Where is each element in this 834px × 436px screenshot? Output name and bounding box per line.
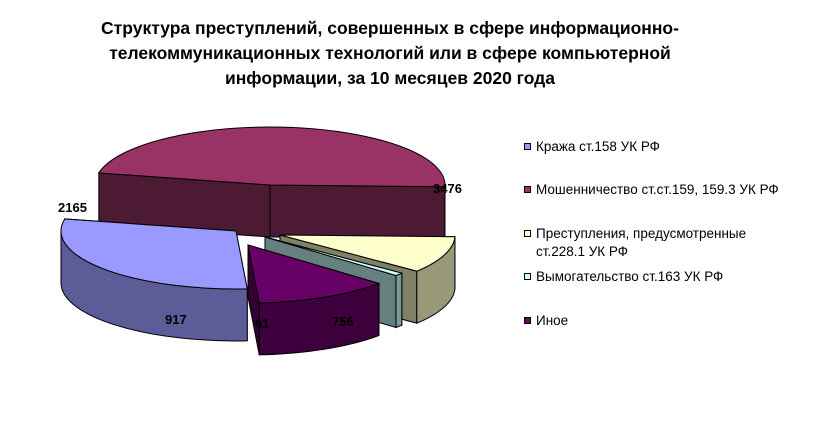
legend-item-extortion: Вымогательство ст.163 УК РФ (524, 268, 824, 286)
chart-title-line-1: Структура преступлений, совершенных в сф… (101, 18, 679, 38)
legend-label-extortion: Вымогательство ст.163 УК РФ (536, 269, 724, 284)
legend-item-drugs: Преступления, предусмотренные ст.228.1 У… (524, 225, 784, 261)
legend-swatch-other (524, 317, 531, 324)
pie-slice-fraud (97, 126, 446, 240)
pie-slice-fraud-top (97, 126, 446, 188)
pie-slice-extortion-side-0 (395, 272, 403, 329)
pie-slice-theft-top (60, 218, 248, 290)
legend-swatch-drugs (524, 230, 531, 237)
chart-title-line-2: телекоммуникационных технологий или в сф… (109, 43, 671, 63)
legend-label-fraud: Мошенничество ст.ст.159, 159.3 УК РФ (536, 182, 779, 197)
legend-item-fraud: Мошенничество ст.ст.159, 159.3 УК РФ (524, 181, 824, 199)
pie-slice-fraud-wall-end (269, 184, 446, 240)
chart-title-line-3: информации, за 10 месяцев 2020 года (224, 68, 556, 88)
legend-item-theft: Кража ст.158 УК РФ (524, 138, 824, 156)
legend-label-drugs: Преступления, предусмотренные ст.228.1 У… (536, 226, 747, 259)
chart-title: Структура преступлений, совершенных в сф… (60, 16, 720, 91)
legend-label-other: Иное (536, 313, 569, 328)
pie-slice-theft (60, 218, 248, 342)
pie-slice-other (247, 244, 381, 356)
pie-slice-drugs-top (279, 234, 456, 272)
legend-label-theft: Кража ст.158 УК РФ (536, 139, 660, 154)
pie-slice-other-top (247, 244, 381, 304)
data-label-theft: 2165 (58, 200, 87, 215)
data-label-drugs: 756 (332, 314, 354, 329)
legend-item-other: Иное (524, 312, 824, 330)
data-label-extortion: 61 (255, 316, 269, 331)
legend-swatch-extortion (524, 273, 531, 280)
data-label-fraud: 3476 (433, 181, 462, 196)
legend-swatch-theft (524, 143, 531, 150)
pie-slice-extortion-top (264, 236, 404, 277)
data-label-other: 917 (165, 312, 187, 327)
legend-swatch-fraud (524, 186, 531, 193)
